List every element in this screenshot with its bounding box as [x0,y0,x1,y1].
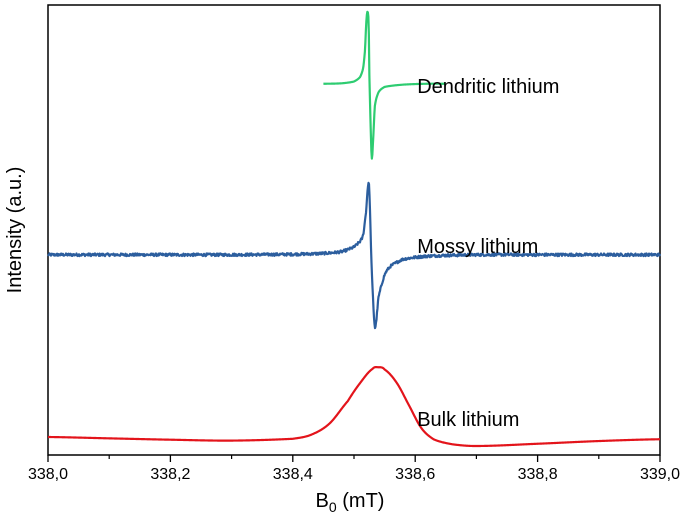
x-tick-label: 338,0 [28,466,68,483]
x-tick-label: 338,8 [518,466,558,483]
series-label-mossy-lithium: Mossy lithium [417,236,538,258]
series-label-dendritic-lithium: Dendritic lithium [417,76,559,98]
x-tick-label: 339,0 [640,466,680,483]
series-label-bulk-lithium: Bulk lithium [417,409,519,431]
x-axis-title-main: B [316,490,329,512]
x-tick-label: 338,4 [273,466,313,483]
x-axis-title: B0 (mT) [316,490,385,515]
series-labels: Dendritic lithium Mossy lithium Bulk lithi… [417,76,559,431]
series-line-bulk-lithium [47,366,661,448]
series-group [47,10,662,448]
x-tick-label: 338,2 [150,466,190,483]
series-line-dendritic-lithium [322,10,447,160]
plot-frame [47,4,661,456]
x-axis-title-subscript: 0 [329,499,337,515]
x-tick-label: 338,6 [395,466,435,483]
series-line-mossy-lithium [47,181,662,330]
x-axis-title-unit: (mT) [337,490,385,512]
x-axis: 338,0 338,2 338,4 338,6 338,8 339,0 [28,455,680,483]
y-axis-title: Intensity (a.u.) [4,167,26,294]
